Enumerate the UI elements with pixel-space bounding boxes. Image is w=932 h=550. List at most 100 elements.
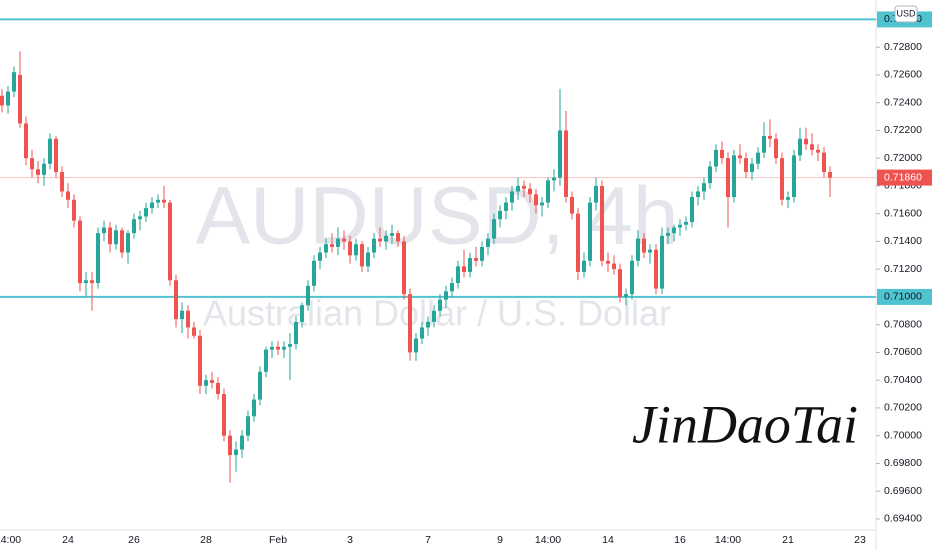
candle-body — [18, 74, 22, 124]
candle-body — [204, 380, 208, 386]
candle-body — [618, 269, 622, 297]
y-tick-label: 0.70000 — [884, 429, 922, 441]
candle-body — [654, 249, 658, 289]
candle-body — [474, 258, 478, 261]
candle-body — [414, 338, 418, 353]
candle-body — [168, 202, 172, 281]
candle-body — [402, 241, 406, 295]
y-tick-label: 0.69400 — [884, 513, 922, 525]
candle-body — [636, 238, 640, 261]
x-tick-label: 26 — [128, 534, 140, 546]
x-tick-label: 9 — [497, 534, 503, 546]
candle-body — [486, 238, 490, 247]
candle-body — [552, 177, 556, 181]
candle-body — [672, 227, 676, 234]
candle-body — [588, 202, 592, 261]
candle-body — [498, 210, 502, 220]
candle-body — [258, 371, 262, 400]
y-tick-label: 0.72400 — [884, 96, 922, 108]
candle-body — [294, 321, 298, 345]
candle-body — [600, 185, 604, 261]
candle-body — [534, 194, 538, 206]
candle-body — [726, 158, 730, 198]
candle-body — [234, 449, 238, 456]
candle-body — [48, 138, 52, 164]
candle-body — [156, 199, 160, 203]
candle-body — [132, 219, 136, 234]
candle-body — [822, 152, 826, 173]
candle-body — [774, 138, 778, 159]
candle-body — [150, 202, 154, 209]
candle-body — [102, 227, 106, 234]
candle-body — [180, 310, 184, 320]
candle-body — [360, 244, 364, 267]
candle-body — [66, 191, 70, 200]
candle-body — [384, 235, 388, 242]
watermark-subtitle: Australian Dollar / U.S. Dollar — [203, 293, 671, 334]
candle-body — [228, 435, 232, 456]
candle-body — [792, 155, 796, 198]
y-tick-label: 0.72000 — [884, 152, 922, 164]
hline-price-box — [877, 288, 932, 305]
candle-body — [780, 158, 784, 200]
candle-body — [570, 197, 574, 214]
candle-body — [828, 172, 832, 178]
y-tick-label: 0.71400 — [884, 235, 922, 247]
candle-body — [348, 241, 352, 256]
candle-body — [288, 344, 292, 347]
candle-body — [444, 291, 448, 300]
candle-body — [300, 305, 304, 322]
candle-body — [354, 244, 358, 256]
candle-body — [768, 135, 772, 139]
x-tick-label: 28 — [200, 534, 212, 546]
y-tick-label: 0.72600 — [884, 69, 922, 81]
candle-body — [342, 238, 346, 242]
candle-body — [660, 235, 664, 289]
candle-body — [696, 191, 700, 198]
candle-body — [282, 346, 286, 350]
y-tick-label: 0.71600 — [884, 207, 922, 219]
candle-body — [678, 224, 682, 228]
candle-body — [72, 199, 76, 221]
candle-body — [432, 310, 436, 322]
last-price-box — [877, 169, 932, 186]
candle-body — [390, 233, 394, 236]
candle-body — [42, 163, 46, 175]
candle-body — [372, 238, 376, 253]
candle-body — [54, 138, 58, 173]
candle-body — [12, 72, 16, 92]
candle-body — [756, 152, 760, 164]
candle-body — [138, 216, 142, 220]
candle-body — [210, 380, 214, 383]
watermark-title: AUDUSD, 4h — [195, 171, 678, 262]
candle-body — [366, 252, 370, 267]
candle-body — [762, 135, 766, 153]
candle-body — [96, 233, 100, 284]
candle-body — [666, 233, 670, 236]
price-axis — [876, 0, 932, 550]
candle-body — [6, 91, 10, 106]
candle-body — [108, 227, 112, 245]
candle-body — [516, 185, 520, 192]
candle-body — [816, 149, 820, 153]
candle-body — [90, 280, 94, 284]
candle-body — [324, 244, 328, 253]
candle-body — [720, 149, 724, 159]
candle-body — [426, 321, 430, 328]
y-tick-label: 0.69600 — [884, 485, 922, 497]
candle-body — [612, 263, 616, 270]
candle-body — [684, 221, 688, 225]
candle-body — [276, 346, 280, 350]
candle-body — [24, 123, 28, 159]
x-tick-label: 16 — [674, 534, 686, 546]
candle-body — [252, 399, 256, 417]
candle-body — [744, 158, 748, 173]
candle-body — [162, 199, 166, 203]
candle-body — [528, 188, 532, 195]
axis-labels: 0.69400 0.69600 0.69800 0.70000 0.70200 0.704… — [0, 5, 932, 546]
candle-body — [336, 238, 340, 247]
y-tick-label: 0.70600 — [884, 346, 922, 358]
candle-body — [30, 158, 34, 170]
candle-body — [804, 138, 808, 145]
